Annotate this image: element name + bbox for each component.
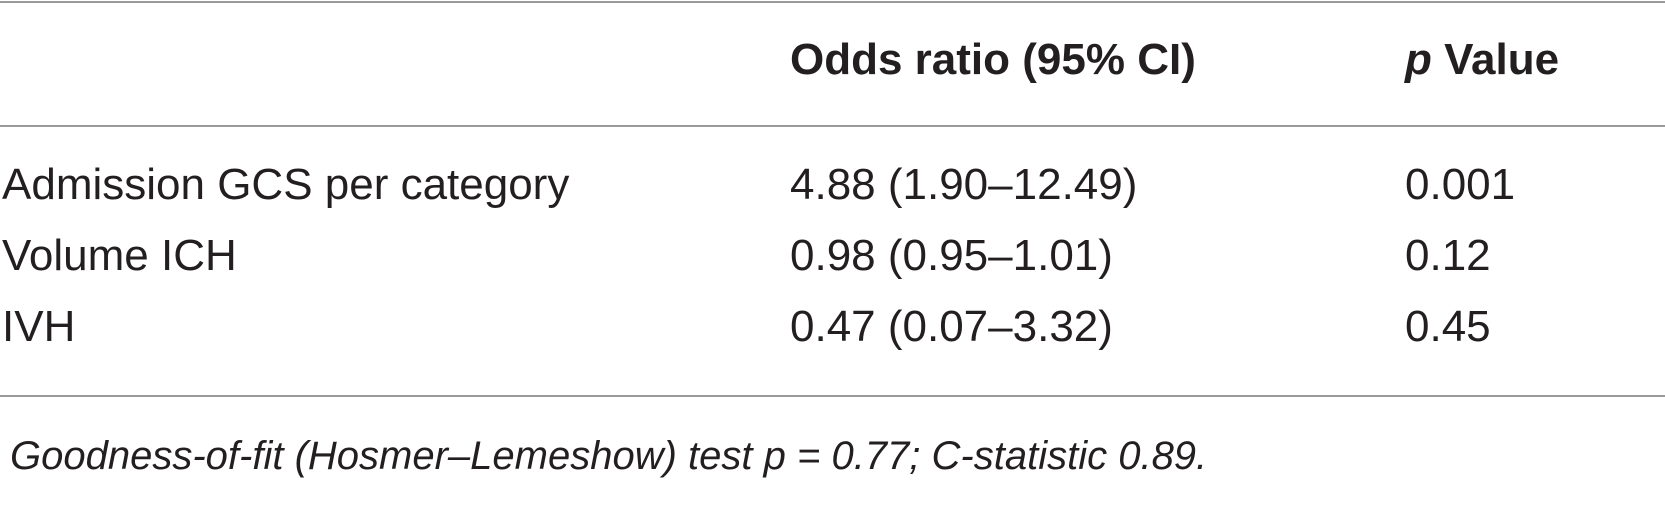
row-label: IVH: [2, 302, 76, 351]
header-odds-ratio: Odds ratio (95% CI): [790, 35, 1196, 84]
odds-ratio: 0.47 (0.07–3.32): [790, 302, 1113, 351]
row-label: Admission GCS per category: [2, 160, 570, 209]
p-value: 0.12: [1405, 231, 1491, 280]
p-value: 0.45: [1405, 302, 1491, 351]
odds-ratio: 4.88 (1.90–12.49): [790, 160, 1138, 209]
p-label: Value: [1444, 35, 1560, 84]
p-symbol: p: [1405, 35, 1432, 84]
bottom-rule: [0, 395, 1665, 397]
top-rule: [0, 1, 1665, 3]
footnote: Goodness-of-fit (Hosmer–Lemeshow) test p…: [10, 434, 1208, 478]
odds-ratio: 0.98 (0.95–1.01): [790, 231, 1113, 280]
p-value: 0.001: [1405, 160, 1516, 209]
header-p-value: p Value: [1405, 35, 1559, 85]
row-label: Volume ICH: [2, 231, 237, 280]
header-rule: [0, 125, 1665, 127]
